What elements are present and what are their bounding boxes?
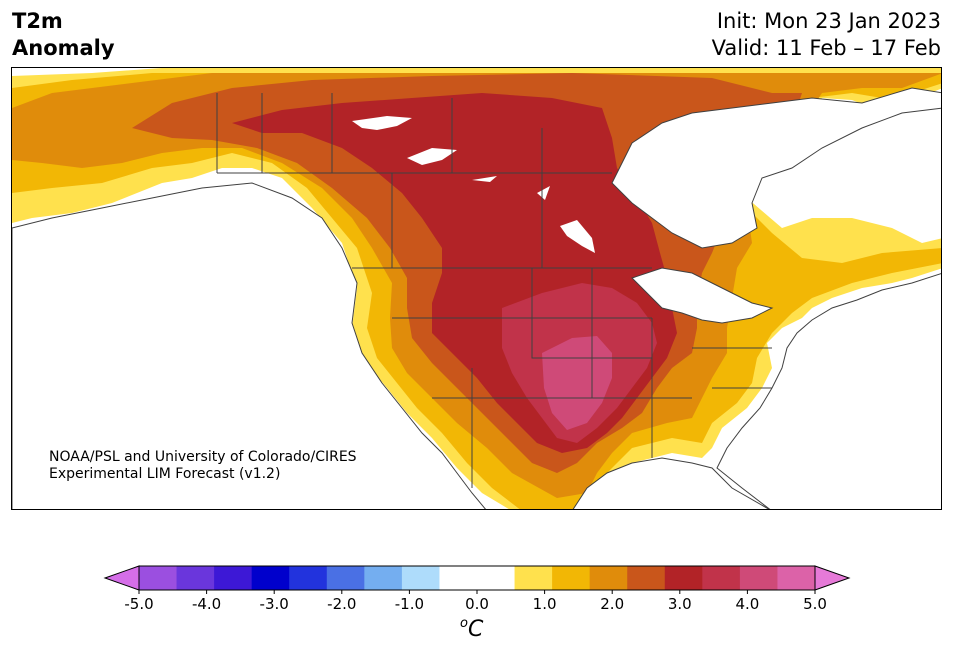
- colorbar-tick-label: 2.0: [600, 595, 624, 613]
- colorbar-segment: [364, 566, 403, 590]
- title-line-2: Anomaly: [12, 36, 115, 60]
- colorbar-segment: [552, 566, 591, 590]
- lake-2: [407, 148, 457, 165]
- colorbar-segment: [176, 566, 215, 590]
- colorbar-tick-label: 3.0: [668, 595, 692, 613]
- colorbar-segment: [289, 566, 328, 590]
- hudson-bay: [611, 87, 941, 249]
- colorbar-segment: [214, 566, 253, 590]
- unit-degree: o: [460, 616, 468, 631]
- colorbar-tick-label: -4.0: [192, 595, 221, 613]
- colorbar-svg: -5.0 -4.0 -3.0 -2.0 -1.0 0.0 1.0 2.0 3.0 4.0 5.0: [103, 565, 851, 613]
- political-borders: [216, 93, 772, 488]
- lake-3: [472, 176, 497, 182]
- colorbar-tick-label: 5.0: [803, 595, 827, 613]
- data-credit: NOAA/PSL and University of Colorado/CIRE…: [49, 449, 357, 483]
- colorbar-tick-label: -3.0: [260, 595, 289, 613]
- credit-line-1: NOAA/PSL and University of Colorado/CIRE…: [49, 449, 357, 465]
- gulf-of-mexico: [572, 457, 770, 509]
- colorbar-segment: [664, 566, 703, 590]
- colorbar: -5.0 -4.0 -3.0 -2.0 -1.0 0.0 1.0 2.0 3.0 4.0 5.0: [0, 560, 953, 659]
- lake-5: [560, 220, 595, 253]
- colorbar-segment: [589, 566, 628, 590]
- colorbar-tick-label: -1.0: [395, 595, 424, 613]
- init-date: Init: Mon 23 Jan 2023: [716, 9, 941, 33]
- band-3-5: [542, 336, 612, 430]
- colorbar-tick-label: 1.0: [533, 595, 557, 613]
- atlantic-ocean: [716, 273, 941, 509]
- colorbar-segment: [514, 566, 553, 590]
- colorbar-segment: [326, 566, 365, 590]
- great-lakes: [631, 267, 774, 324]
- colorbar-tick-label: -5.0: [124, 595, 153, 613]
- colorbar-segment: [439, 566, 478, 590]
- colorbar-segment: [477, 566, 516, 590]
- colorbar-segment: [702, 566, 741, 590]
- unit-letter: C: [467, 617, 484, 642]
- colorbar-segment: [739, 566, 778, 590]
- lake-1: [352, 116, 412, 130]
- colorbar-segment: [627, 566, 666, 590]
- colorbar-extend-min: [103, 565, 140, 591]
- forecast-dates: Init: Mon 23 Jan 2023 Valid: 11 Feb – 17…: [712, 8, 941, 62]
- pacific-ocean: [12, 182, 486, 509]
- lake-4: [537, 186, 550, 200]
- anomaly-map: NOAA/PSL and University of Colorado/CIRE…: [11, 67, 942, 510]
- colorbar-tick-label: 0.0: [465, 595, 489, 613]
- valid-date: Valid: 11 Feb – 17 Feb: [711, 36, 941, 60]
- colorbar-segment: [139, 566, 178, 590]
- title-line-1: T2m: [12, 9, 63, 33]
- colorbar-tick-label: -2.0: [327, 595, 356, 613]
- colorbar-segment: [251, 566, 290, 590]
- colorbar-tick-label: 4.0: [735, 595, 759, 613]
- credit-line-2: Experimental LIM Forecast (v1.2): [49, 466, 281, 482]
- colorbar-extend-max: [814, 565, 851, 591]
- colorbar-unit: oC: [460, 616, 483, 642]
- map-title: T2m Anomaly: [12, 8, 115, 62]
- colorbar-segment: [401, 566, 440, 590]
- map-svg: [12, 68, 941, 509]
- colorbar-segment: [777, 566, 816, 590]
